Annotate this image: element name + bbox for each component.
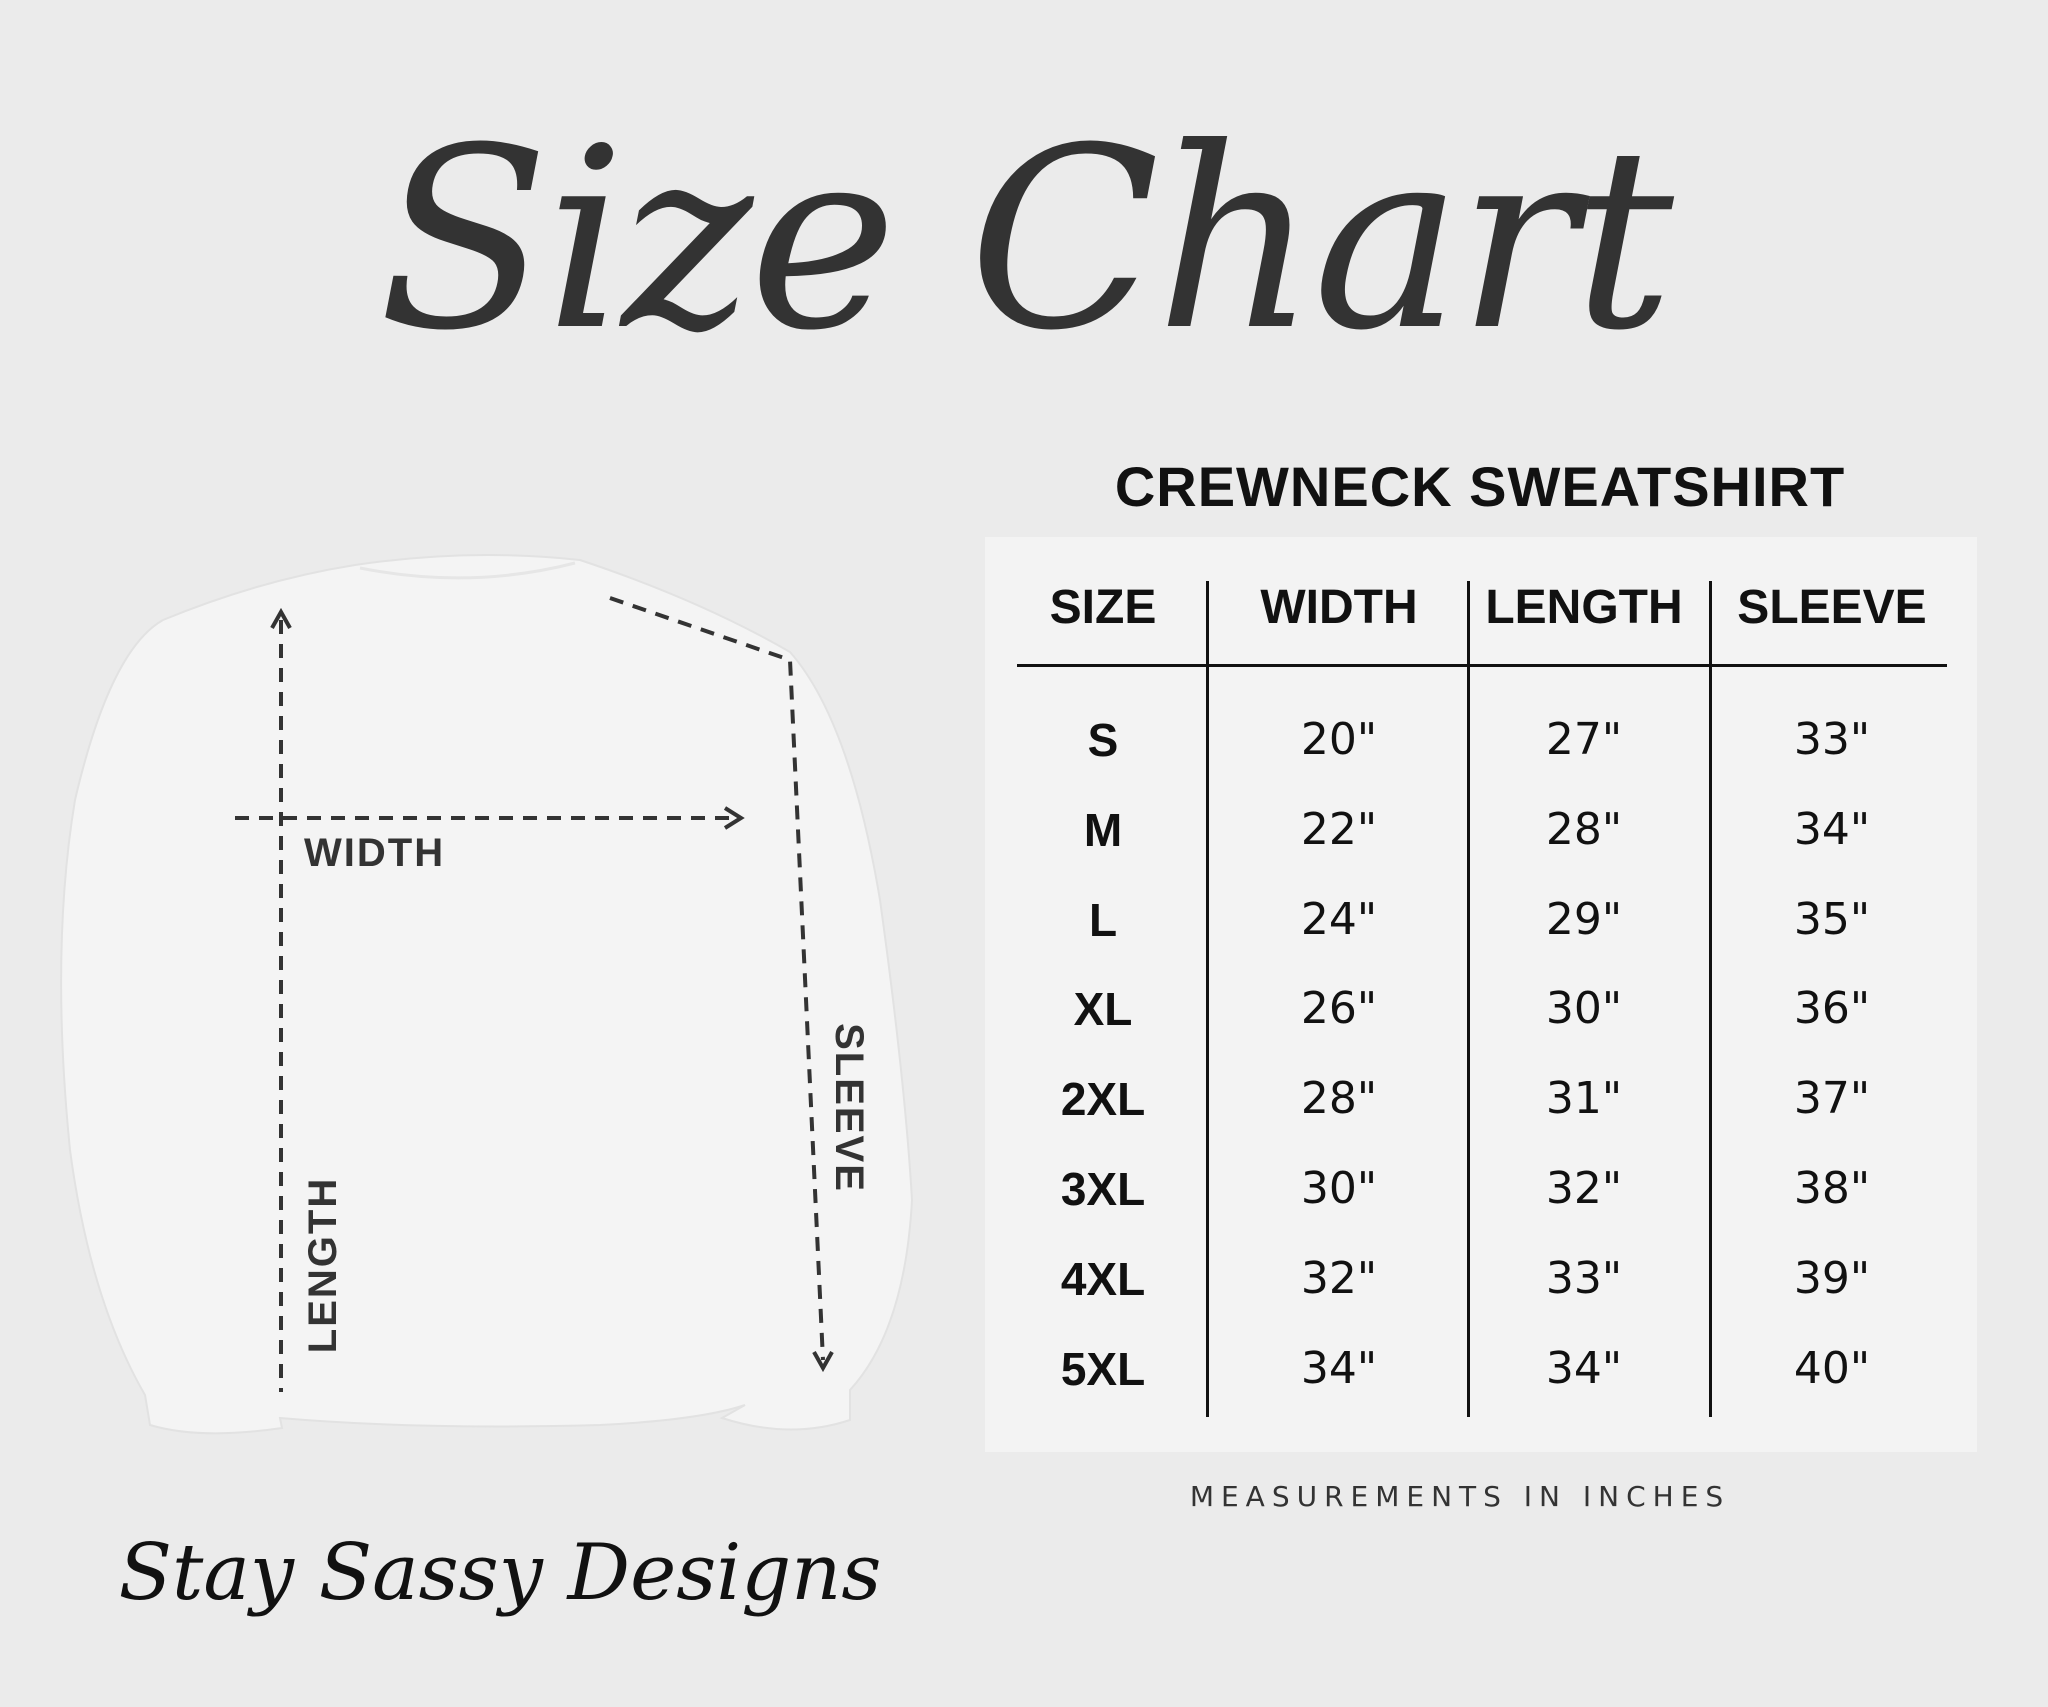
header-size: SIZE bbox=[1049, 581, 1157, 634]
cell-size: 2XL bbox=[1060, 1073, 1146, 1126]
cell-length: 28" bbox=[1545, 803, 1623, 855]
column-divider bbox=[1709, 581, 1712, 1417]
cell-size: 4XL bbox=[1060, 1252, 1146, 1305]
cell-size: S bbox=[1087, 714, 1119, 766]
page-title: Size Chart bbox=[378, 94, 1674, 385]
cell-width: 34" bbox=[1300, 1342, 1378, 1394]
header-length: LENGTH bbox=[1485, 581, 1683, 634]
length-label: LENGTH bbox=[301, 1176, 345, 1354]
cell-width: 22" bbox=[1300, 803, 1378, 855]
cell-width: 20" bbox=[1300, 714, 1378, 765]
product-subtitle: CREWNECK SWEATSHIRT bbox=[1114, 455, 1846, 518]
cell-length: 29" bbox=[1545, 893, 1623, 945]
sleeve-arrow-line bbox=[609, 596, 825, 1361]
cell-width: 24" bbox=[1300, 893, 1378, 945]
cell-length: 27" bbox=[1545, 714, 1623, 765]
cell-sleeve: 39" bbox=[1793, 1252, 1871, 1304]
cell-width: 32" bbox=[1300, 1252, 1378, 1304]
cell-sleeve: 40" bbox=[1793, 1342, 1871, 1394]
header-sleeve: SLEEVE bbox=[1737, 581, 1927, 634]
arrowhead-right-icon bbox=[723, 806, 745, 830]
size-table-panel bbox=[985, 537, 1977, 1452]
measurement-note: MEASUREMENTS IN INCHES bbox=[1189, 1480, 1731, 1513]
cell-sleeve: 37" bbox=[1793, 1073, 1871, 1125]
cell-sleeve: 36" bbox=[1793, 983, 1871, 1035]
width-label: WIDTH bbox=[304, 831, 446, 875]
cell-length: 30" bbox=[1545, 983, 1623, 1035]
cell-sleeve: 34" bbox=[1793, 803, 1871, 855]
cell-width: 26" bbox=[1300, 983, 1378, 1035]
cell-length: 34" bbox=[1545, 1342, 1623, 1394]
brand-logo: Stay Sassy Designs bbox=[118, 1528, 882, 1618]
sleeve-label: SLEEVE bbox=[827, 1023, 871, 1193]
cell-sleeve: 35" bbox=[1793, 893, 1871, 945]
cell-sleeve: 38" bbox=[1793, 1163, 1871, 1214]
cell-size: M bbox=[1083, 803, 1123, 856]
header-divider bbox=[1017, 664, 1947, 667]
cell-length: 31" bbox=[1545, 1073, 1623, 1125]
sweatshirt-shape bbox=[60, 554, 914, 1435]
header-width: WIDTH bbox=[1260, 581, 1418, 634]
cell-size: XL bbox=[1073, 983, 1133, 1036]
cell-size: 3XL bbox=[1060, 1163, 1146, 1215]
cell-size: L bbox=[1088, 893, 1118, 946]
cell-size: 5XL bbox=[1060, 1342, 1146, 1395]
cell-width: 28" bbox=[1300, 1073, 1378, 1125]
arrowhead-down-icon bbox=[812, 1351, 834, 1373]
column-divider bbox=[1206, 581, 1209, 1417]
arrowhead-up-icon bbox=[270, 607, 292, 629]
cell-sleeve: 33" bbox=[1793, 714, 1871, 765]
cell-length: 32" bbox=[1545, 1163, 1623, 1214]
neckline bbox=[359, 561, 576, 580]
column-divider bbox=[1467, 581, 1470, 1417]
cell-width: 30" bbox=[1300, 1163, 1378, 1214]
cell-length: 33" bbox=[1545, 1252, 1623, 1304]
